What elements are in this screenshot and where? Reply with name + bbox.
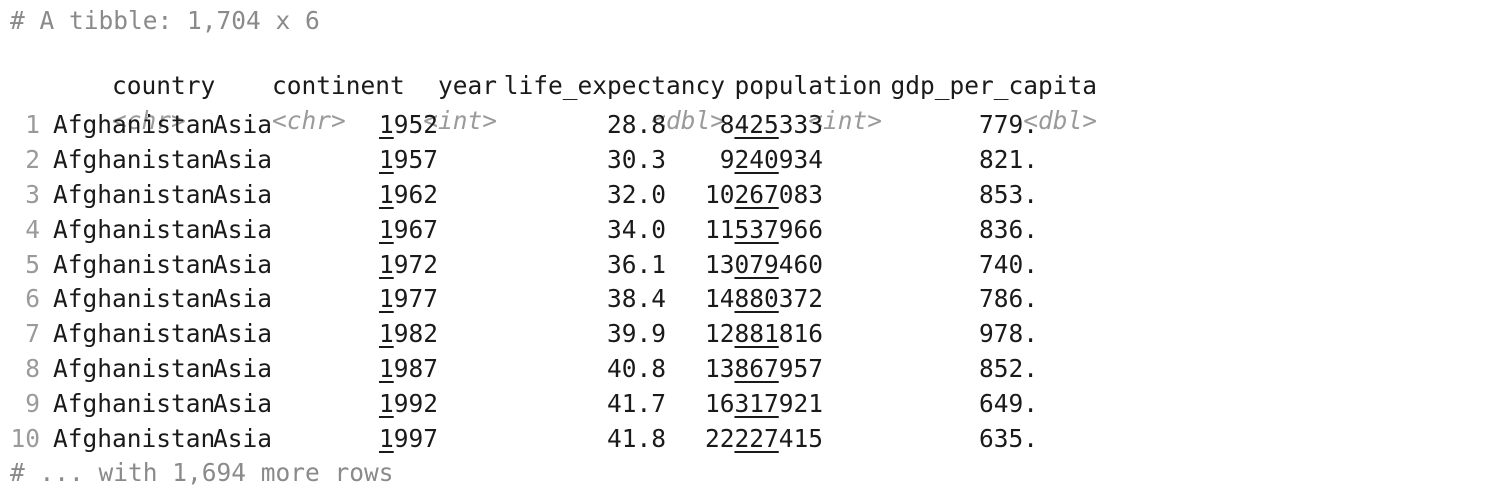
cell-continent: Asia [213,423,273,453]
data-rows: 1 AfghanistanAsia 1952 28.8 8425333 779. 2 Afgh… [10,110,1097,458]
row-number: 6 [25,284,40,314]
row-number: 2 [25,145,40,175]
cell-population: 11537966 [704,214,823,244]
cell-continent: Asia [213,214,273,244]
cell-country: Afghanistan [53,214,216,244]
cell-population: 9240934 [719,145,823,175]
cell-life-expectancy: 41.7 [606,388,666,418]
cell-country: Afghanistan [53,145,216,175]
cell-year: 1957 [378,145,438,175]
column-type-country: <chr> [112,105,186,135]
cell-year: 1952 [378,110,438,140]
cell-continent: Asia [213,319,273,349]
cell-year: 1997 [378,423,438,453]
cell-country: Afghanistan [53,249,216,279]
table-row: 3 AfghanistanAsia 1962 32.0 10267083 853. [10,180,1097,215]
cell-population: 12881816 [704,319,823,349]
table-row: 2 AfghanistanAsia 1957 30.3 9240934 821. [10,145,1097,180]
column-type-gdp-per-capita: <dbl> [1023,105,1098,135]
cell-country: Afghanistan [53,388,216,418]
cell-life-expectancy: 38.4 [606,284,666,314]
cell-year: 1972 [378,249,438,279]
cell-population: 22227415 [704,423,823,453]
cell-life-expectancy: 28.8 [606,110,666,140]
r-console-output: # A tibble: 1,704 x 6 country continent ye… [10,6,1097,493]
column-header-population: population [734,70,883,100]
table-row: 1 AfghanistanAsia 1952 28.8 8425333 779. [10,110,1097,145]
column-type-continent: <chr> [272,105,346,135]
table-row: 10 AfghanistanAsia 1997 41.8 22227415 635. [10,424,1097,459]
column-header-life-expectancy: life_expectancy [503,70,726,100]
cell-country: Afghanistan [53,110,216,140]
column-header-country: country [112,70,216,100]
cell-life-expectancy: 36.1 [606,249,666,279]
cell-gdp-per-capita: 978. [978,319,1038,349]
cell-continent: Asia [213,179,273,209]
cell-population: 16317921 [704,388,823,418]
cell-gdp-per-capita: 852. [978,353,1038,383]
column-type-year: <int> [423,105,498,135]
tibble-footer: # ... with 1,694 more rows [10,458,394,488]
column-header-year: year [438,70,498,100]
cell-gdp-per-capita: 786. [978,284,1038,314]
row-number: 5 [25,249,40,279]
table-row: 7 AfghanistanAsia 1982 39.9 12881816 978. [10,319,1097,354]
cell-population: 14880372 [704,284,823,314]
cell-population: 13867957 [704,353,823,383]
cell-gdp-per-capita: 740. [978,249,1038,279]
cell-population: 13079460 [704,249,823,279]
cell-life-expectancy: 39.9 [606,319,666,349]
cell-life-expectancy: 40.8 [606,353,666,383]
row-number: 4 [25,214,40,244]
row-number: 9 [25,388,40,418]
cell-continent: Asia [213,353,273,383]
column-header-gdp-per-capita: gdp_per_capita [890,70,1098,100]
row-number: 3 [25,179,40,209]
cell-year: 1967 [378,214,438,244]
row-number: 7 [25,319,40,349]
cell-gdp-per-capita: 779. [978,110,1038,140]
cell-continent: Asia [213,145,273,175]
cell-country: Afghanistan [53,179,216,209]
cell-country: Afghanistan [53,423,216,453]
table-row: 9 AfghanistanAsia 1992 41.7 16317921 649. [10,389,1097,424]
column-header-row: country continent year life_expectancy popul… [10,41,1097,100]
cell-gdp-per-capita: 836. [978,214,1038,244]
table-row: 6 AfghanistanAsia 1977 38.4 14880372 786. [10,284,1097,319]
cell-life-expectancy: 32.0 [606,179,666,209]
cell-year: 1982 [378,319,438,349]
row-number: 1 [25,110,40,140]
cell-life-expectancy: 41.8 [606,423,666,453]
cell-country: Afghanistan [53,353,216,383]
cell-gdp-per-capita: 635. [978,423,1038,453]
column-type-population: <int> [808,105,883,135]
cell-country: Afghanistan [53,284,216,314]
cell-population: 8425333 [719,110,823,140]
cell-life-expectancy: 30.3 [606,145,666,175]
cell-year: 1992 [378,388,438,418]
cell-year: 1962 [378,179,438,209]
column-type-row: <chr> <chr> <int> <dbl> <int> <dbl> [10,76,1097,135]
cell-year: 1977 [378,284,438,314]
cell-continent: Asia [213,284,273,314]
cell-life-expectancy: 34.0 [606,214,666,244]
table-row: 8 AfghanistanAsia 1987 40.8 13867957 852. [10,354,1097,389]
cell-gdp-per-capita: 649. [978,388,1038,418]
cell-country: Afghanistan [53,319,216,349]
tibble-header: # A tibble: 1,704 x 6 [10,6,320,35]
cell-continent: Asia [213,110,273,140]
cell-year: 1987 [378,353,438,383]
cell-gdp-per-capita: 853. [978,179,1038,209]
cell-gdp-per-capita: 821. [978,145,1038,175]
table-row: 4 AfghanistanAsia 1967 34.0 11537966 836. [10,215,1097,250]
cell-population: 10267083 [704,179,823,209]
column-header-continent: continent [272,70,405,100]
row-number: 10 [10,423,40,453]
table-row: 5 AfghanistanAsia 1972 36.1 13079460 740. [10,250,1097,285]
cell-continent: Asia [213,388,273,418]
column-type-life-expectancy: <dbl> [651,105,726,135]
row-number: 8 [25,353,40,383]
cell-continent: Asia [213,249,273,279]
